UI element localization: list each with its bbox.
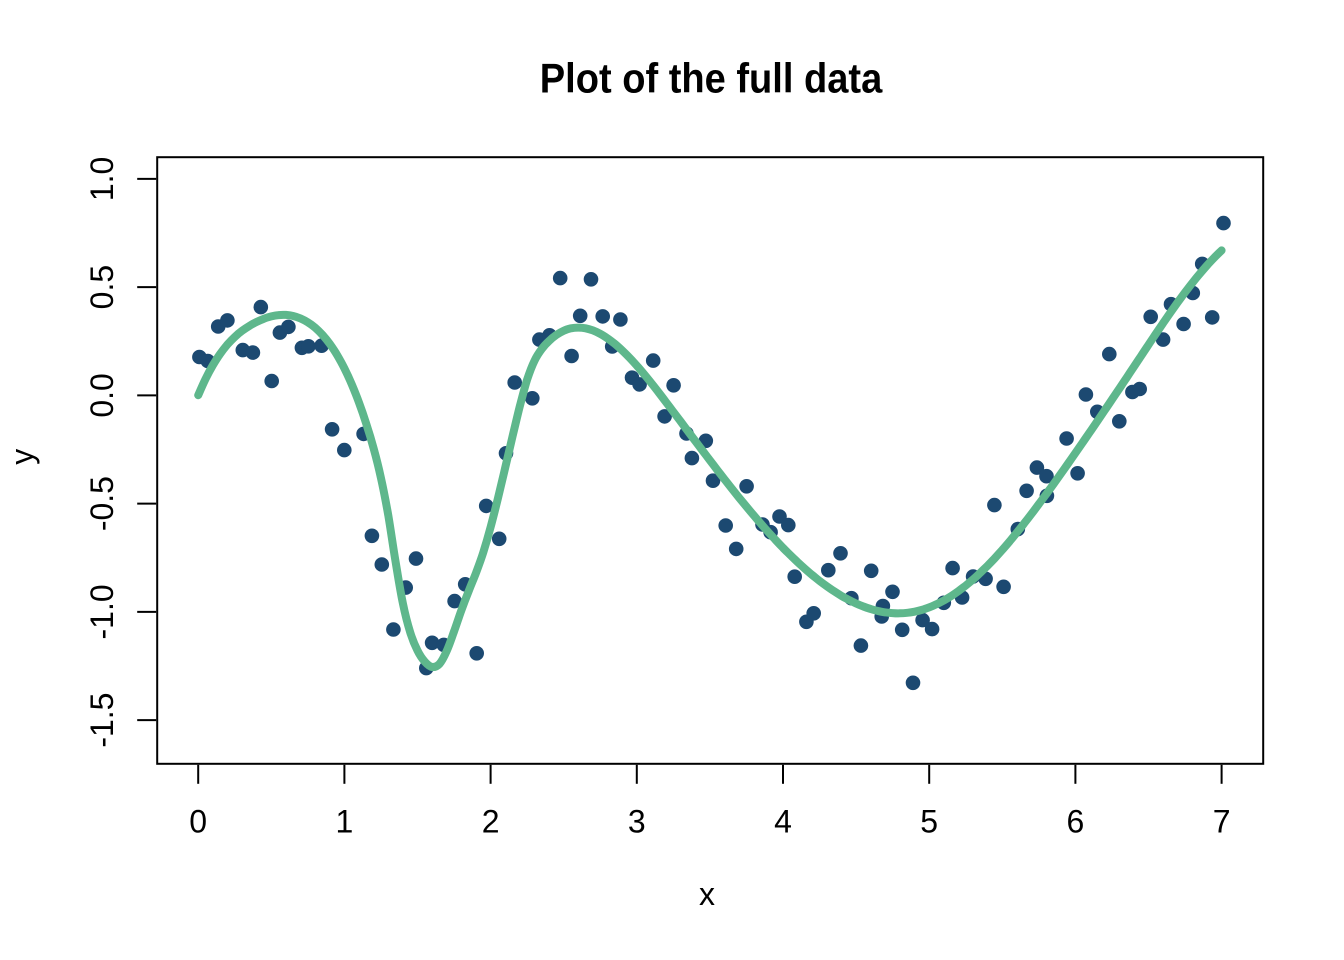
svg-text:x: x: [699, 876, 715, 912]
svg-text:0: 0: [189, 804, 207, 840]
svg-text:-0.5: -0.5: [84, 476, 120, 531]
svg-text:0.0: 0.0: [84, 373, 120, 417]
svg-text:1.0: 1.0: [84, 157, 120, 201]
svg-text:-1.5: -1.5: [84, 693, 120, 748]
svg-text:y: y: [4, 449, 40, 465]
svg-text:-1.0: -1.0: [84, 584, 120, 639]
svg-text:7: 7: [1213, 804, 1231, 840]
svg-text:6: 6: [1067, 804, 1085, 840]
svg-text:3: 3: [628, 804, 646, 840]
svg-text:2: 2: [482, 804, 500, 840]
svg-text:Plot of the full data: Plot of the full data: [540, 55, 883, 102]
svg-text:0.5: 0.5: [84, 265, 120, 309]
svg-text:4: 4: [774, 804, 792, 840]
svg-text:5: 5: [920, 804, 938, 840]
svg-text:1: 1: [336, 804, 354, 840]
